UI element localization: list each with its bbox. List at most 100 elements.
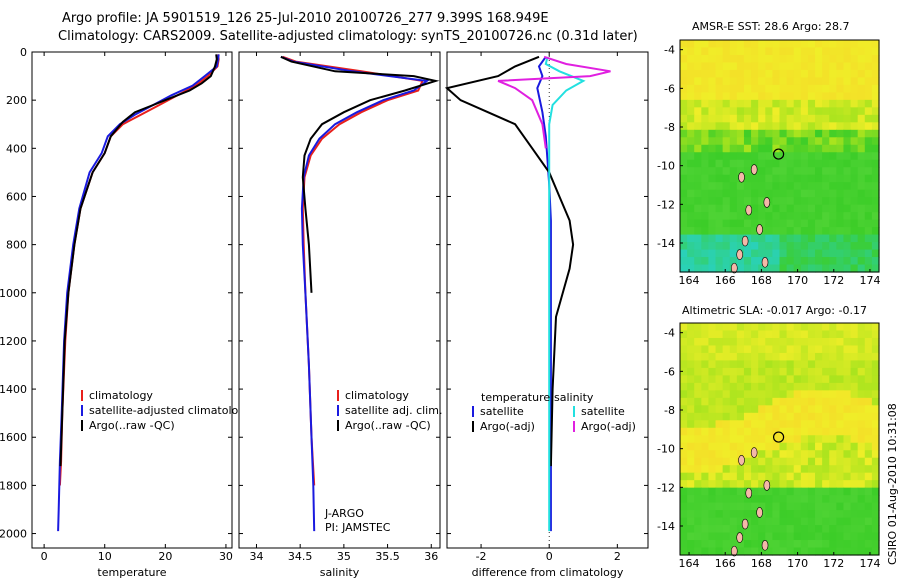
heatmap-cell bbox=[751, 174, 759, 183]
heatmap-cell bbox=[829, 525, 837, 534]
heatmap-cell bbox=[765, 360, 773, 369]
heatmap-cell bbox=[793, 144, 802, 153]
heatmap-cell bbox=[822, 532, 830, 541]
heatmap-cell bbox=[758, 159, 766, 168]
heatmap-cell bbox=[822, 495, 830, 504]
heatmap-cell bbox=[829, 517, 837, 526]
heatmap-cell bbox=[822, 375, 830, 384]
heatmap-cell bbox=[751, 182, 759, 191]
heatmap-cell bbox=[800, 159, 809, 168]
heatmap-cell bbox=[687, 495, 695, 504]
heatmap-cell bbox=[708, 69, 717, 79]
heatmap-cell bbox=[800, 234, 809, 243]
heatmap-cell bbox=[701, 495, 710, 504]
heatmap-cell bbox=[758, 167, 766, 176]
heatmap-cell bbox=[758, 84, 766, 93]
heatmap-cell bbox=[701, 540, 710, 549]
heatmap-cell bbox=[850, 517, 859, 526]
heatmap-cell bbox=[751, 397, 759, 406]
heatmap-cell bbox=[800, 114, 809, 123]
heatmap-cell bbox=[743, 405, 752, 414]
heatmap-cell bbox=[843, 337, 852, 347]
heatmap-cell bbox=[680, 517, 688, 526]
heatmap-cell bbox=[864, 517, 873, 526]
heatmap-cell bbox=[715, 62, 724, 71]
xtick-label: 35.5 bbox=[375, 550, 400, 563]
map-ytick-label: -4 bbox=[664, 327, 675, 340]
heatmap-cell bbox=[729, 227, 738, 236]
heatmap-cell bbox=[815, 204, 823, 213]
heatmap-cell bbox=[815, 480, 823, 489]
heatmap-cell bbox=[815, 495, 823, 504]
heatmap-cell bbox=[800, 47, 809, 56]
heatmap-cell bbox=[736, 92, 745, 101]
heatmap-cell bbox=[694, 360, 702, 369]
heatmap-cell bbox=[786, 189, 795, 198]
heatmap-cell bbox=[829, 99, 837, 108]
heatmap-cell bbox=[822, 517, 830, 526]
heatmap-cell bbox=[822, 107, 830, 116]
heatmap-cell bbox=[793, 457, 802, 466]
heatmap-cell bbox=[864, 502, 873, 511]
heatmap-cell bbox=[779, 390, 788, 399]
heatmap-cell bbox=[765, 427, 773, 436]
heatmap-cell bbox=[751, 480, 759, 489]
heatmap-cell bbox=[729, 114, 738, 123]
heatmap-cell bbox=[822, 412, 830, 421]
heatmap-cell bbox=[694, 47, 702, 56]
heatmap-cell bbox=[708, 107, 717, 116]
heatmap-cell bbox=[793, 204, 802, 213]
legend-label: climatology bbox=[89, 389, 153, 402]
heatmap-cell bbox=[680, 40, 688, 49]
heatmap-cell bbox=[715, 465, 724, 474]
series-line-t-argo bbox=[444, 55, 575, 467]
heatmap-cell bbox=[829, 107, 837, 116]
heatmap-cell bbox=[751, 465, 759, 474]
heatmap-cell bbox=[687, 465, 695, 474]
heatmap-cell bbox=[793, 487, 802, 496]
heatmap-cell bbox=[864, 540, 873, 549]
heatmap-cell bbox=[736, 323, 745, 332]
heatmap-cell bbox=[751, 77, 759, 86]
heatmap-cell bbox=[729, 375, 738, 384]
heatmap-cell bbox=[843, 547, 852, 556]
heatmap-cell bbox=[687, 137, 695, 146]
heatmap-cell bbox=[807, 323, 816, 332]
heatmap-cell bbox=[765, 547, 773, 556]
heatmap-cell bbox=[736, 47, 745, 56]
heatmap-cell bbox=[701, 487, 710, 496]
heatmap-cell bbox=[722, 435, 731, 444]
heatmap-cell bbox=[850, 234, 859, 243]
heatmap-cell bbox=[772, 234, 781, 243]
heatmap-cell bbox=[815, 189, 823, 198]
heatmap-cell bbox=[815, 47, 823, 56]
heatmap-cell bbox=[864, 144, 873, 153]
heatmap-cell bbox=[680, 345, 688, 354]
heatmap-cell bbox=[687, 242, 695, 251]
heatmap-cell bbox=[800, 212, 809, 221]
heatmap-cell bbox=[779, 167, 788, 176]
island-patch bbox=[730, 262, 738, 274]
heatmap-cell bbox=[779, 107, 788, 116]
heatmap-cell bbox=[807, 234, 816, 243]
heatmap-cell bbox=[772, 450, 781, 459]
heatmap-cell bbox=[751, 129, 759, 138]
heatmap-cell bbox=[864, 249, 873, 258]
heatmap-cell bbox=[836, 382, 845, 391]
heatmap-cell bbox=[793, 367, 802, 376]
heatmap-cell bbox=[800, 257, 809, 266]
heatmap-cell bbox=[736, 234, 745, 243]
heatmap-cell bbox=[758, 465, 766, 474]
heatmap-cell bbox=[800, 382, 809, 391]
heatmap-cell bbox=[843, 174, 852, 183]
heatmap-cell bbox=[850, 457, 859, 466]
heatmap-cell bbox=[843, 495, 852, 504]
heatmap-cell bbox=[751, 487, 759, 496]
heatmap-cell bbox=[807, 502, 816, 511]
heatmap-cell bbox=[772, 189, 781, 198]
heatmap-cell bbox=[793, 189, 802, 198]
heatmap-cell bbox=[729, 40, 738, 49]
heatmap-cell bbox=[758, 517, 766, 526]
heatmap-cell bbox=[722, 234, 731, 243]
heatmap-cell bbox=[779, 219, 788, 228]
